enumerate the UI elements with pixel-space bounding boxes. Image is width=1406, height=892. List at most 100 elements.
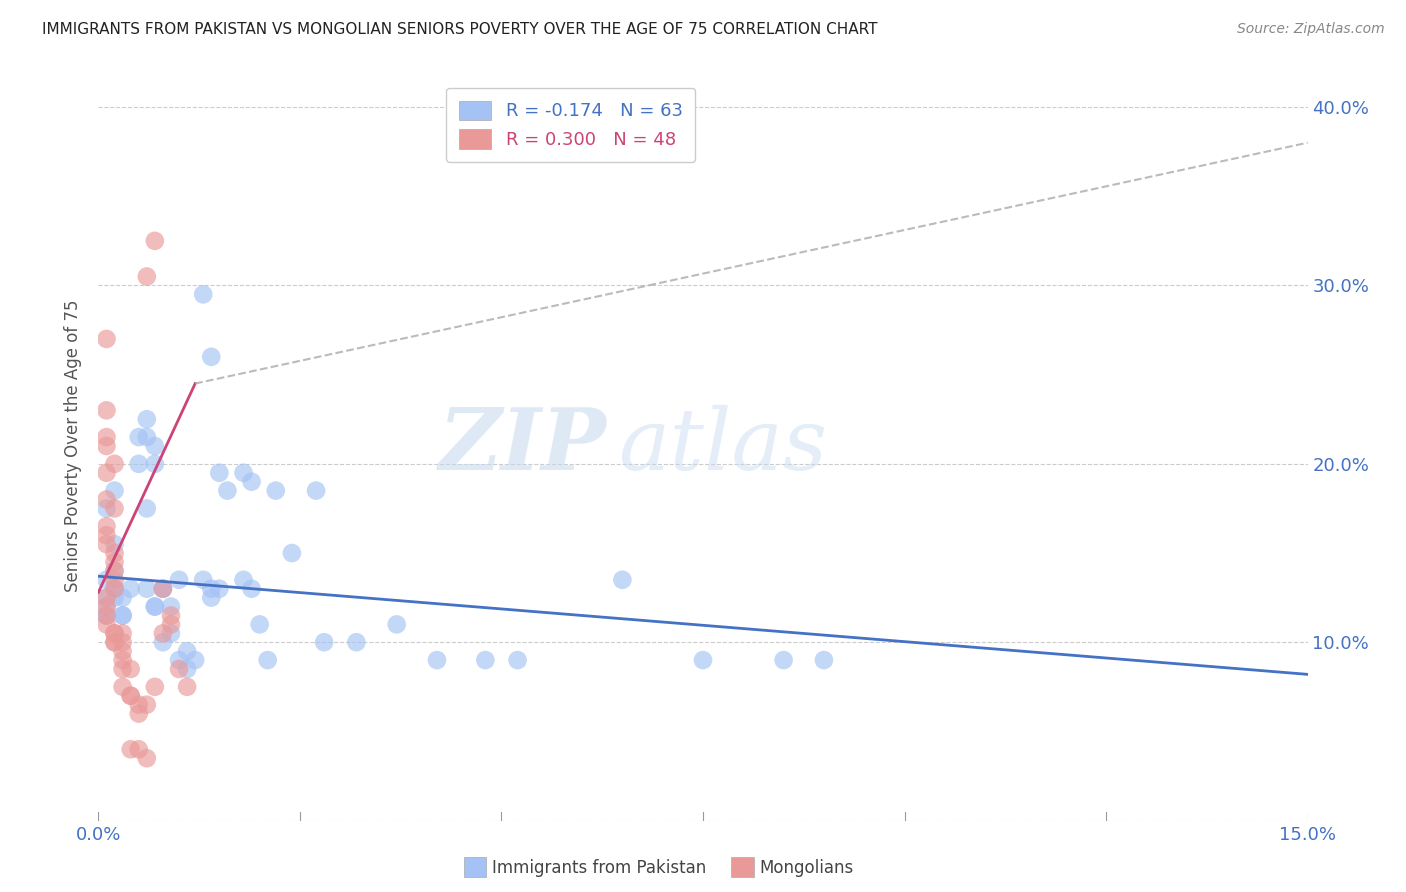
Point — [103, 564, 125, 578]
Point — [111, 680, 134, 694]
Point — [96, 332, 118, 346]
Point — [200, 582, 222, 596]
Point — [152, 635, 174, 649]
Point — [135, 501, 157, 516]
Point — [506, 653, 529, 667]
Point — [111, 608, 134, 623]
Text: ZIP: ZIP — [439, 404, 606, 488]
Text: Source: ZipAtlas.com: Source: ZipAtlas.com — [1237, 22, 1385, 37]
Point — [167, 573, 190, 587]
Y-axis label: Seniors Poverty Over the Age of 75: Seniors Poverty Over the Age of 75 — [65, 300, 83, 592]
Point — [103, 546, 125, 560]
Point — [232, 466, 254, 480]
Point — [135, 269, 157, 284]
Point — [612, 573, 634, 587]
Point — [103, 573, 125, 587]
Point — [167, 662, 190, 676]
Point — [96, 617, 118, 632]
Point — [152, 582, 174, 596]
Point — [96, 492, 118, 507]
Point — [103, 555, 125, 569]
Point — [160, 617, 183, 632]
Point — [143, 439, 166, 453]
Point — [256, 653, 278, 667]
Point — [103, 626, 125, 640]
Point — [135, 751, 157, 765]
Point — [96, 466, 118, 480]
Point — [240, 582, 263, 596]
Point — [232, 573, 254, 587]
Point — [264, 483, 287, 498]
Point — [96, 591, 118, 605]
Point — [103, 501, 125, 516]
Point — [813, 653, 835, 667]
Point — [120, 689, 142, 703]
Point — [208, 582, 231, 596]
Point — [103, 483, 125, 498]
Point — [96, 528, 118, 542]
Point — [103, 537, 125, 551]
Point — [135, 430, 157, 444]
Point — [143, 599, 166, 614]
Point — [96, 608, 118, 623]
Text: atlas: atlas — [619, 405, 828, 487]
Point — [135, 582, 157, 596]
Point — [128, 706, 150, 721]
Point — [281, 546, 304, 560]
Text: Mongolians: Mongolians — [759, 859, 853, 877]
Legend: R = -0.174   N = 63, R = 0.300   N = 48: R = -0.174 N = 63, R = 0.300 N = 48 — [446, 88, 695, 162]
Point — [143, 599, 166, 614]
Point — [200, 350, 222, 364]
Point — [128, 430, 150, 444]
Point — [176, 644, 198, 658]
Point — [111, 608, 134, 623]
Point — [249, 617, 271, 632]
Point — [103, 457, 125, 471]
Point — [96, 591, 118, 605]
Point — [160, 608, 183, 623]
Point — [135, 698, 157, 712]
Point — [96, 608, 118, 623]
Point — [96, 501, 118, 516]
Point — [314, 635, 336, 649]
Point — [176, 680, 198, 694]
Point — [96, 573, 118, 587]
Point — [111, 626, 134, 640]
Point — [217, 483, 239, 498]
Point — [111, 644, 134, 658]
Point — [111, 662, 134, 676]
Point — [120, 742, 142, 756]
Point — [96, 599, 118, 614]
Point — [120, 662, 142, 676]
Point — [111, 635, 134, 649]
Point — [103, 582, 125, 596]
Point — [128, 742, 150, 756]
Point — [111, 653, 134, 667]
Point — [96, 439, 118, 453]
Point — [152, 582, 174, 596]
Point — [426, 653, 449, 667]
Point — [692, 653, 714, 667]
Point — [128, 457, 150, 471]
Point — [143, 234, 166, 248]
Point — [103, 564, 125, 578]
Point — [167, 653, 190, 667]
Point — [152, 626, 174, 640]
Point — [200, 591, 222, 605]
Point — [160, 626, 183, 640]
Point — [305, 483, 328, 498]
Point — [103, 591, 125, 605]
Point — [152, 582, 174, 596]
Point — [96, 403, 118, 417]
Point — [184, 653, 207, 667]
Point — [193, 287, 215, 301]
Point — [96, 537, 118, 551]
Point — [208, 466, 231, 480]
Point — [240, 475, 263, 489]
Point — [193, 573, 215, 587]
Point — [120, 582, 142, 596]
Point — [103, 626, 125, 640]
Point — [176, 662, 198, 676]
Point — [143, 457, 166, 471]
Point — [474, 653, 496, 667]
